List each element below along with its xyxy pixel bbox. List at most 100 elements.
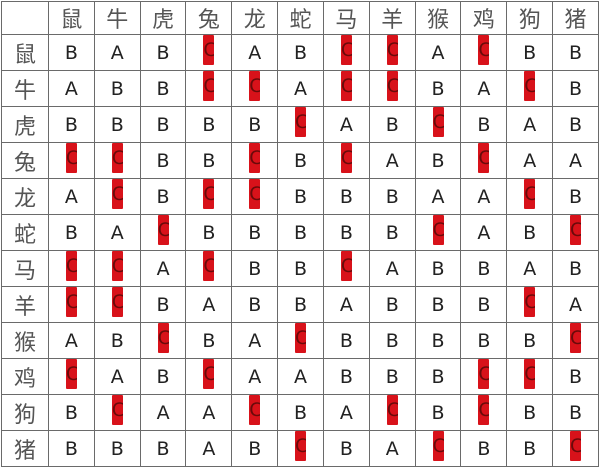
table-cell: B — [277, 394, 324, 431]
grade: B — [248, 257, 262, 280]
table-cell: B — [277, 34, 324, 71]
table-cell: C — [506, 178, 554, 215]
grade: B — [248, 221, 262, 244]
grade: B — [385, 185, 399, 208]
grade: B — [569, 41, 583, 64]
table-cell: C — [93, 286, 141, 323]
highlighted-grade: C — [524, 359, 536, 389]
grade: A — [248, 365, 262, 388]
table-cell: A — [93, 358, 141, 395]
grade: B — [110, 113, 124, 136]
table-cell: A — [231, 322, 279, 359]
table-cell: A — [185, 430, 233, 467]
grade: B — [431, 293, 445, 316]
column-header: 牛 — [93, 1, 141, 35]
table-cell: B — [460, 286, 508, 323]
highlighted-grade: C — [340, 143, 352, 173]
row-header: 龙 — [1, 178, 49, 215]
table-cell: A — [48, 178, 95, 215]
table-cell: C — [185, 250, 233, 287]
table-cell: C — [231, 70, 279, 107]
table-cell: A — [48, 70, 95, 107]
table-cell: C — [414, 214, 462, 251]
grade: A — [156, 401, 170, 424]
row-header: 猪 — [1, 430, 49, 467]
table-cell: B — [139, 430, 187, 467]
highlighted-grade: C — [386, 71, 398, 101]
grade: B — [339, 437, 353, 460]
table-cell: B — [139, 70, 187, 107]
table-cell: B — [506, 430, 554, 467]
highlighted-grade: C — [478, 359, 490, 389]
grade: A — [294, 77, 308, 100]
table-cell: B — [231, 214, 279, 251]
grade: A — [339, 401, 353, 424]
table-cell: B — [277, 142, 324, 179]
table-cell: C — [414, 430, 462, 467]
highlighted-grade: C — [249, 395, 261, 425]
grade: A — [202, 293, 216, 316]
table-cell: B — [277, 178, 324, 215]
highlighted-grade: C — [65, 251, 77, 281]
table-cell: B — [185, 214, 233, 251]
highlighted-grade: C — [340, 35, 352, 65]
highlighted-grade: C — [249, 179, 261, 209]
grade: B — [339, 221, 353, 244]
table-cell: B — [277, 250, 324, 287]
grade: B — [294, 149, 308, 172]
table-cell: B — [139, 142, 187, 179]
table-cell: C — [322, 34, 370, 71]
grade: B — [156, 77, 170, 100]
grade: B — [294, 257, 308, 280]
grade: A — [110, 41, 124, 64]
table-cell: B — [322, 322, 370, 359]
table-cell: B — [506, 214, 554, 251]
table-cell: A — [231, 358, 279, 395]
highlighted-grade: C — [386, 395, 398, 425]
table-cell: C — [93, 250, 141, 287]
table-cell: B — [460, 106, 508, 143]
table-cell: B — [506, 34, 554, 71]
highlighted-grade: C — [295, 431, 307, 461]
grade: A — [523, 113, 537, 136]
grade: B — [569, 401, 583, 424]
table-cell: A — [231, 34, 279, 71]
highlighted-grade: C — [111, 179, 123, 209]
table-cell: B — [185, 106, 233, 143]
highlighted-grade: C — [570, 215, 582, 245]
grade: B — [569, 77, 583, 100]
table-cell: C — [48, 358, 95, 395]
table-cell: C — [506, 70, 554, 107]
table-cell: C — [139, 322, 187, 359]
grade: B — [294, 401, 308, 424]
table-cell: A — [277, 358, 324, 395]
table-cell: B — [139, 358, 187, 395]
grade: B — [431, 365, 445, 388]
grade: A — [248, 329, 262, 352]
table-cell: A — [48, 322, 95, 359]
grade: B — [431, 257, 445, 280]
grade: A — [523, 149, 537, 172]
highlighted-grade: C — [157, 215, 169, 245]
table-cell: B — [93, 430, 141, 467]
table-cell: B — [368, 178, 416, 215]
grade: B — [156, 113, 170, 136]
table-cell: C — [368, 70, 416, 107]
table-cell: A — [414, 34, 462, 71]
grade: B — [385, 113, 399, 136]
table-cell: A — [460, 214, 508, 251]
grade: A — [156, 257, 170, 280]
highlighted-grade: C — [203, 251, 215, 281]
table-cell: B — [48, 394, 95, 431]
table-cell: C — [322, 142, 370, 179]
grade: A — [385, 149, 399, 172]
grade: A — [294, 365, 308, 388]
grade: B — [523, 437, 537, 460]
row-header: 狗 — [1, 394, 49, 431]
